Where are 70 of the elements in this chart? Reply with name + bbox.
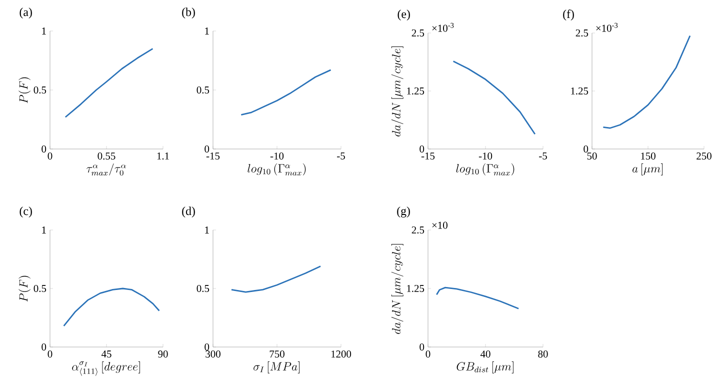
x-tick-label: -15 (421, 152, 435, 160)
y-tick-label: 1 (205, 226, 209, 234)
x-axis-title: $log_{10}\left(\Gamma^{\alpha}_{max}\right)$ (248, 163, 306, 176)
y-tick-label: 2.5 (412, 29, 424, 37)
y-tick-label: 1 (205, 28, 209, 34)
y-tick-label: 1 (42, 28, 46, 34)
y-tick-label: 0.5 (196, 86, 210, 94)
x-tick-label: 0 (48, 152, 52, 160)
x-tick-label: 45 (101, 350, 112, 358)
chart-title: (b) (182, 8, 195, 18)
y-tick-label: 0.5 (196, 284, 210, 292)
x-tick-label: 250 (696, 152, 712, 160)
y-tick-label: 0.5 (34, 284, 46, 292)
y-tick-label: 0 (204, 343, 210, 351)
x-tick-label: 80 (538, 350, 548, 358)
x-tick-label: 750 (270, 350, 284, 358)
y-tick-label: 0.5 (34, 86, 46, 94)
line-series (436, 286, 520, 310)
x-tick-label: -10 (478, 152, 492, 160)
y-tick-label: 0 (204, 145, 210, 153)
y-axis-title: $da/dN\,[\mu m/cycle]$ (391, 46, 404, 136)
y-tick-label: 0 (420, 145, 424, 153)
y-tick-label: 0 (420, 343, 424, 351)
y-axis-title: $da/dN\,[\mu m/cycle]$ (391, 244, 404, 334)
x-tick-label: 150 (641, 152, 656, 160)
line-series (602, 35, 691, 129)
x-axis-title: $log_{10}\left(\Gamma^{\alpha}_{max}\right)$ (456, 163, 514, 176)
y-tick-label: 2.5 (412, 226, 424, 234)
y-tick-label: 0 (584, 145, 588, 153)
y-tick-label: 0 (42, 343, 46, 351)
x-tick-label: -5 (337, 152, 345, 160)
x-tick-label: 40 (480, 350, 490, 358)
chart-title: (f) (563, 10, 574, 21)
x-tick-label: -10 (270, 152, 284, 160)
line-series (230, 266, 322, 293)
x-tick-label: -5 (539, 152, 547, 160)
chart-title: (e) (398, 10, 410, 21)
chart-title: (c) (20, 206, 32, 218)
x-tick-label: 1.1 (157, 152, 169, 160)
x-tick-label: 300 (206, 350, 220, 358)
y-tick-label: 1.25 (571, 87, 588, 95)
line-series (63, 288, 160, 327)
x-tick-label: 90 (158, 350, 168, 358)
chart-title: (g) (397, 206, 410, 218)
text: ×10$^{-3}$ (596, 22, 618, 32)
x-axis-title: $\sigma_I\,[MPa]$ (254, 361, 300, 374)
x-tick-label: 1200 (331, 350, 352, 358)
x-tick-label: 50 (587, 152, 597, 160)
x-tick-label: -15 (206, 152, 220, 160)
text: ×10$^{-3}$ (432, 22, 454, 32)
x-tick-label: 0.55 (98, 152, 116, 160)
y-tick-label: 1.25 (407, 284, 424, 292)
line-series (452, 60, 536, 135)
x-tick-label: 0 (48, 350, 52, 358)
x-axis-title: $\tau^{\alpha}_{max}/\tau^{\alpha}_{0}$ (86, 163, 126, 176)
y-axis-title: $P(F)$ (18, 276, 31, 302)
chart-title: (d) (182, 206, 195, 218)
y-tick-label: 2.5 (576, 29, 588, 37)
y-axis-title: $P(F)$ (18, 77, 31, 104)
y-tick-label: 1 (42, 226, 46, 234)
x-tick-label: 0 (426, 350, 430, 358)
y-tick-label: 1.25 (407, 87, 424, 95)
x-axis-title: $\alpha^{\sigma_I}_{\langle 111\rangle}\,[degree]$ (72, 361, 140, 376)
x-axis-title: $a\,[\mu m]$ (632, 163, 663, 176)
y-tick-label: 0 (42, 145, 46, 153)
text: ×10 (432, 222, 448, 229)
x-axis-title: $GB_{dist}\,[\mu m]$ (456, 361, 514, 374)
line-series (64, 48, 154, 118)
line-series (240, 69, 332, 116)
chart-title: (a) (20, 8, 32, 18)
